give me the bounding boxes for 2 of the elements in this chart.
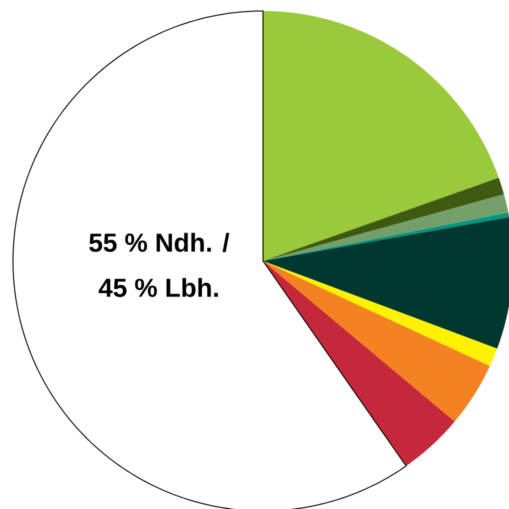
text: 45 % Lbh. [98, 278, 218, 298]
text: 55 % Ndh. / [89, 232, 230, 252]
